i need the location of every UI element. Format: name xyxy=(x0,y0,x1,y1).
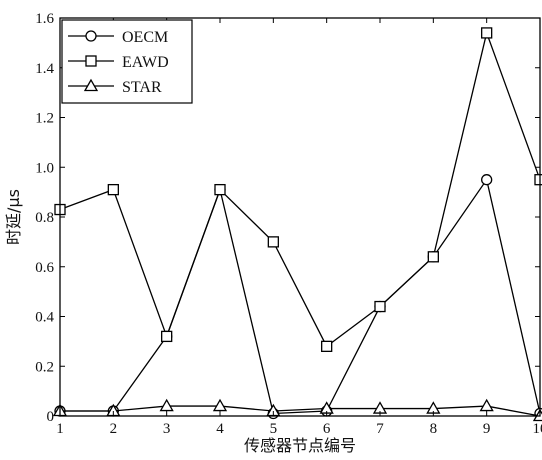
x-axis-title: 传感器节点编号 xyxy=(244,436,356,455)
y-tick-label: 1.6 xyxy=(35,11,54,27)
x-tick-label: 3 xyxy=(163,421,171,437)
y-tick-label: 1.4 xyxy=(35,61,54,77)
y-tick-label: 1.2 xyxy=(35,111,54,127)
legend-item: STAR xyxy=(68,78,162,96)
x-tick-label: 8 xyxy=(430,421,438,437)
x-tick-label: 10 xyxy=(533,421,542,437)
y-tick-label: 0 xyxy=(47,409,55,425)
legend-label: EAWD xyxy=(122,54,169,71)
data-point-square xyxy=(161,330,173,343)
series-line xyxy=(60,405,541,417)
data-point-triangle xyxy=(212,398,228,412)
legend-item: EAWD xyxy=(68,54,169,71)
series-line xyxy=(60,178,541,415)
x-tick-label: 5 xyxy=(270,421,278,437)
x-tick-label: 1 xyxy=(56,421,64,437)
x-tick-label: 7 xyxy=(376,421,384,437)
y-tick-label: 0.6 xyxy=(35,260,54,276)
data-point-triangle xyxy=(159,398,174,412)
data-point-square xyxy=(267,236,279,248)
x-tick-label: 6 xyxy=(323,421,331,437)
legend-marker-circle xyxy=(85,30,97,42)
series-layer xyxy=(52,27,542,422)
x-tick-label: 2 xyxy=(110,421,118,437)
y-tick-label: 0.4 xyxy=(35,310,54,326)
data-point-square xyxy=(534,174,542,186)
legend-item: OECM xyxy=(68,29,168,46)
legend-label: OECM xyxy=(122,29,168,46)
x-tick-label: 9 xyxy=(483,421,491,437)
data-point-square xyxy=(214,183,226,196)
data-point-square xyxy=(427,251,439,263)
y-tick-label: 1.0 xyxy=(35,160,54,176)
y-tick-label: 0.2 xyxy=(35,359,54,375)
series-eawd xyxy=(54,27,542,353)
series-line xyxy=(59,30,541,348)
data-point-square xyxy=(374,300,386,313)
y-tick-label: 0.8 xyxy=(35,210,54,226)
data-point-circle xyxy=(481,174,493,186)
data-point-square xyxy=(321,340,333,353)
x-tick-label: 4 xyxy=(216,421,224,437)
legend-marker-square xyxy=(85,55,97,67)
data-point-triangle xyxy=(479,398,494,412)
axis-ticks: 1 2 3 4 5 6 7 8 9 10 0 0.2 0.4 0.6 0.8 1.0 1.2 1.4 1.6 xyxy=(35,11,542,437)
legend-label: STAR xyxy=(122,79,162,96)
series-star xyxy=(52,398,542,422)
legend-marker-triangle xyxy=(83,78,99,92)
data-point-square xyxy=(481,27,493,39)
y-axis-title: 时延/μs xyxy=(4,189,23,245)
legend: OECM EAWD STAR xyxy=(61,19,193,104)
series-oecm xyxy=(54,174,542,420)
data-point-square xyxy=(107,183,119,196)
